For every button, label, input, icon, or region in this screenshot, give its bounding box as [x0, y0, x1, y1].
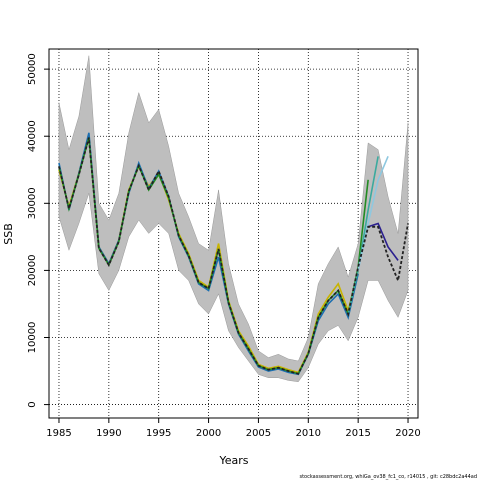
series-line-3: [347, 156, 379, 315]
x-tick-label-7: 2020: [395, 428, 420, 439]
confidence-band: [58, 55, 409, 382]
y-tick-label-0: 0: [27, 401, 38, 407]
y-tick-label-3: 30000: [27, 187, 38, 219]
x-tick-label-1: 1990: [96, 428, 121, 439]
y-axis: 0 10000 20000 30000 40000 50000: [27, 53, 49, 408]
x-tick-label-6: 2015: [345, 428, 370, 439]
confidence-band-layer: [58, 55, 409, 382]
series-line-5: [367, 222, 399, 261]
plot-frame: [48, 48, 419, 419]
x-axis: 1985 1990 1995 2000 2005 2010 2015 2020: [46, 418, 421, 439]
x-tick-label-2: 1995: [146, 428, 171, 439]
y-tick-label-5: 50000: [27, 53, 38, 85]
footer-text: stockassessment.org, whiGa_ov38_fc1_co, …: [299, 474, 477, 480]
x-axis-title: Years: [218, 454, 248, 467]
series-lines-layer: [58, 132, 409, 376]
x-tick-label-3: 2000: [196, 428, 221, 439]
y-axis-title: SSB: [2, 223, 15, 245]
x-tick-label-4: 2005: [246, 428, 271, 439]
y-tick-label-2: 20000: [27, 254, 38, 286]
y-tick-label-4: 40000: [27, 120, 38, 152]
series-line-6: [58, 137, 409, 375]
x-tick-label-5: 2010: [296, 428, 321, 439]
x-tick-label-0: 1985: [46, 428, 71, 439]
y-tick-label-1: 10000: [27, 322, 38, 354]
